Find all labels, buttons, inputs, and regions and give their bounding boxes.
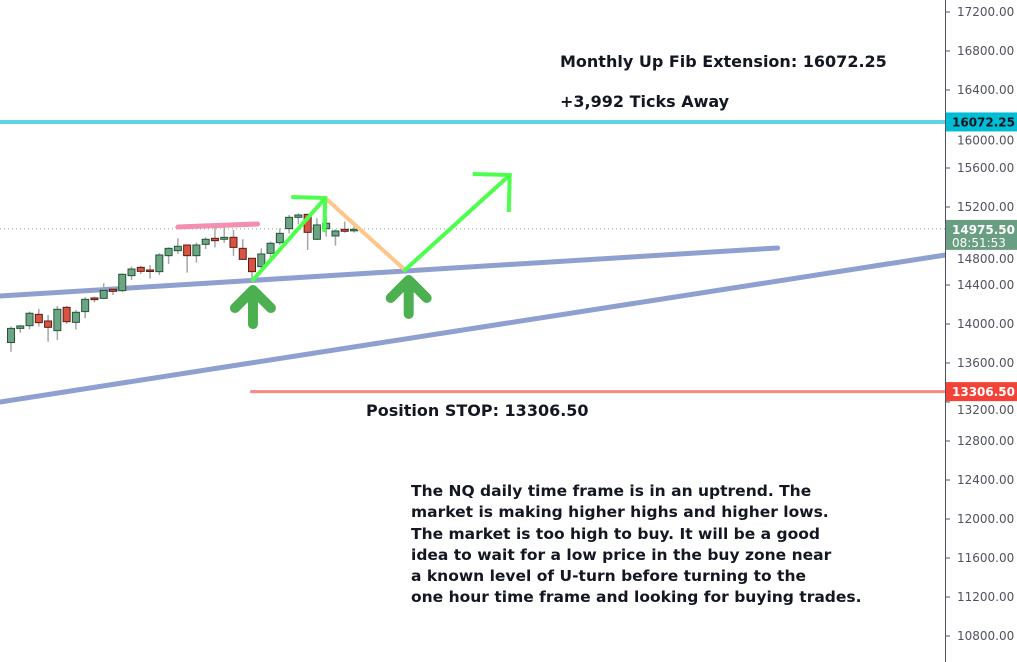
price-tick-label: 13200.00	[957, 403, 1014, 417]
candle-bearish	[183, 244, 192, 257]
resistance-mark	[175, 221, 261, 230]
price-tick-label: 16000.00	[957, 133, 1014, 147]
candle-bearish	[238, 247, 247, 260]
candle-bullish	[201, 238, 210, 245]
candle-bullish	[155, 254, 164, 273]
candle-bearish	[62, 306, 71, 323]
candle-bearish	[90, 297, 99, 301]
price-tick-label: 11600.00	[957, 551, 1014, 565]
description-line: one hour time frame and looking for buyi…	[411, 588, 862, 607]
price-tick-label: 16400.00	[957, 83, 1014, 97]
candle-bullish	[266, 242, 275, 254]
candle-bullish	[192, 244, 201, 257]
candle-bullish	[53, 308, 62, 332]
description-line: idea to wait for a low price in the buy …	[411, 545, 832, 564]
up-leg-2	[402, 173, 512, 272]
candle-bearish	[229, 236, 238, 248]
candle-bullish	[7, 327, 15, 344]
candle-bearish	[108, 288, 117, 292]
description-line: The NQ daily time frame is in an uptrend…	[411, 482, 812, 500]
position-stop-note: Position STOP: 13306.50	[366, 401, 589, 420]
candle-bullish	[173, 245, 182, 252]
candle-bullish	[257, 253, 266, 268]
candle-bearish	[146, 269, 155, 272]
fib-extension-tag-label: 16072.25	[952, 115, 1015, 129]
lower-trendline	[0, 252, 948, 405]
stop-tag	[946, 382, 1017, 402]
pullback-leg	[323, 196, 407, 272]
price-tick-label: 14800.00	[957, 252, 1014, 266]
price-tick-label: 11200.00	[957, 590, 1014, 604]
candle-bearish	[136, 266, 145, 272]
candle-bullish	[81, 298, 90, 313]
candle-bearish	[210, 237, 219, 242]
candle-bullish	[312, 224, 321, 240]
price-tick-label: 15200.00	[957, 200, 1014, 214]
arrows-layer	[229, 172, 512, 330]
price-axis-background	[945, 0, 1017, 662]
price-axis[interactable]: 17200.00 16800.00 16400.00 16000.00 15600.00…	[945, 0, 1017, 662]
ticks-away-note: +3,992 Ticks Away	[560, 92, 730, 111]
candle-bullish	[220, 236, 229, 240]
candle-bullish	[349, 228, 358, 232]
last-price-tag-label: 08:51:53	[952, 236, 1006, 250]
candle-bullish	[294, 214, 303, 218]
up-leg-1-arrowhead	[291, 195, 328, 233]
candles-layer	[7, 213, 358, 352]
candle-bearish	[340, 228, 349, 232]
up-leg-2-arrowhead	[472, 172, 512, 213]
description-line: market is making higher highs and higher…	[411, 503, 829, 522]
candle-bearish	[34, 313, 43, 324]
candle-bullish	[71, 311, 80, 323]
candle-bullish	[118, 273, 127, 292]
description-line: The market is too high to buy. It will b…	[411, 524, 821, 543]
candle-bullish	[331, 230, 340, 237]
candle-bullish	[285, 216, 294, 230]
upper-trendline	[0, 245, 781, 299]
price-tick-label: 15600.00	[957, 161, 1014, 175]
candle-bullish	[275, 232, 284, 244]
candle-bullish	[127, 268, 136, 277]
price-tick-label: 14400.00	[957, 278, 1014, 292]
candle-bullish	[99, 289, 108, 299]
price-tick-label: 14000.00	[957, 317, 1014, 331]
stop-tag-label: 13306.50	[952, 385, 1015, 399]
price-tick-label: 10800.00	[957, 629, 1014, 643]
fib-extension-note: Monthly Up Fib Extension: 16072.25	[560, 52, 887, 71]
last-price-tag	[946, 219, 1017, 250]
price-tick-label: 17200.00	[957, 5, 1014, 19]
price-tick-label: 12000.00	[957, 512, 1014, 526]
price-tick-label: 12400.00	[957, 473, 1014, 487]
description-line: a known level of U-turn before turning t…	[411, 567, 807, 586]
price-tick-label: 13600.00	[957, 356, 1014, 370]
price-tick-label: 16800.00	[957, 44, 1014, 58]
last-price-tag-label: 14975.50	[952, 223, 1015, 237]
analysis-description: The NQ daily time frame is in an uptrend…	[411, 481, 862, 609]
price-tick-label: 12800.00	[957, 434, 1014, 448]
candle-bullish	[25, 312, 34, 327]
candle-bearish	[44, 320, 53, 328]
candle-bearish	[248, 257, 257, 273]
candle-bullish	[164, 247, 173, 257]
drawings-layer	[0, 119, 948, 405]
up-leg-1	[250, 196, 328, 283]
candle-bullish	[16, 325, 25, 329]
buy-arrow-icon	[229, 285, 276, 330]
fib-extension-tag	[946, 112, 1017, 132]
buy-arrow-icon	[385, 274, 432, 319]
